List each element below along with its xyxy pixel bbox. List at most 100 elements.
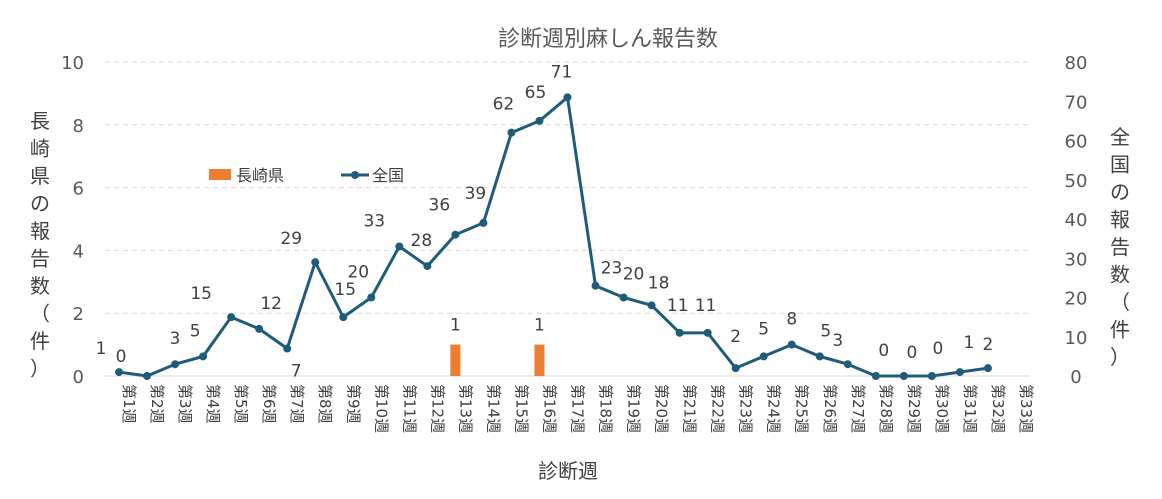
- right-axis-title-char: 全: [1110, 125, 1130, 149]
- line-point: [787, 340, 796, 349]
- line-data-label: 12: [260, 294, 282, 314]
- line-point: [283, 344, 292, 353]
- right-axis-title-char: 数: [1110, 263, 1130, 287]
- line-data-label: 29: [280, 229, 302, 249]
- bar-data-label: 1: [534, 316, 545, 336]
- line-point: [451, 230, 460, 239]
- line-point: [619, 293, 628, 302]
- left-axis-ticks: 0 2 4 6 8 10: [61, 53, 84, 388]
- right-axis-ticks: 0 10 20 30 40 50 60 70 80: [1065, 53, 1088, 388]
- line-point: [563, 93, 572, 102]
- x-axis-title: 診断週: [538, 459, 598, 483]
- bar: [534, 344, 545, 376]
- left-tick-label: 0: [73, 367, 84, 388]
- right-tick-label: 0: [1070, 367, 1081, 388]
- x-tick-label: 第24週: [765, 384, 783, 433]
- left-axis-title-char: 県: [30, 164, 50, 188]
- line-data-label: 0: [932, 339, 943, 359]
- line-point: [927, 372, 936, 380]
- line-point: [311, 258, 320, 267]
- legend-swatch-bar: [209, 169, 231, 180]
- line-data-label: 20: [347, 263, 369, 283]
- right-tick-label: 60: [1065, 132, 1088, 153]
- line-point: [115, 368, 124, 377]
- line-data-label: 65: [525, 83, 547, 103]
- x-tick-label: 第19週: [625, 384, 643, 433]
- left-axis-title-char: 告: [30, 247, 50, 271]
- right-tick-label: 10: [1065, 328, 1088, 349]
- x-tick-label: 第18週: [597, 384, 615, 433]
- line-data-label: 7: [291, 362, 302, 382]
- x-tick-label: 第9週: [344, 384, 362, 424]
- line-data-label: 3: [170, 329, 181, 349]
- x-tick-label: 第17週: [569, 384, 587, 433]
- line-point: [227, 313, 236, 322]
- right-tick-label: 80: [1065, 53, 1088, 74]
- x-tick-label: 第1週: [120, 384, 138, 424]
- line-data-label: 33: [363, 211, 385, 231]
- x-tick-label: 第30週: [933, 384, 951, 433]
- line-data-label: 18: [648, 273, 670, 293]
- right-tick-label: 70: [1065, 92, 1088, 113]
- line-data-label: 1: [964, 333, 975, 353]
- left-tick-label: 10: [61, 53, 84, 74]
- line-point: [955, 368, 964, 377]
- gridlines: [105, 61, 1030, 377]
- x-tick-label: 第28週: [877, 384, 895, 433]
- line-point: [199, 352, 208, 361]
- line-data-label: 0: [116, 347, 127, 367]
- x-tick-label: 第14週: [484, 384, 502, 433]
- left-axis-title-char: 崎: [30, 137, 50, 161]
- x-tick-label: 第16週: [540, 384, 558, 433]
- x-tick-label: 第10週: [372, 384, 390, 433]
- x-tick-label: 第12週: [428, 384, 446, 433]
- line-data-label: 0: [878, 341, 889, 361]
- left-axis-title-char: 報: [30, 219, 50, 243]
- x-tick-label: 第15週: [512, 384, 530, 433]
- x-tick-label: 第6週: [260, 384, 278, 424]
- bar: [450, 344, 461, 376]
- prefecture-bars: [450, 344, 545, 376]
- x-tick-label: 第27週: [849, 384, 867, 433]
- line-data-label: 1: [96, 339, 107, 359]
- right-axis-title-char: の: [1110, 180, 1130, 204]
- x-tick-label: 第7週: [288, 384, 306, 424]
- legend-label-national: 全国: [372, 166, 404, 185]
- left-tick-label: 8: [73, 116, 84, 137]
- x-tick-label: 第21週: [681, 384, 699, 433]
- line-point: [143, 372, 152, 380]
- series-line: [118, 95, 989, 378]
- line-point: [899, 372, 908, 380]
- line-point: [171, 360, 180, 369]
- line-data-label: 2: [730, 327, 741, 347]
- line-point: [843, 360, 852, 369]
- left-tick-label: 4: [73, 241, 84, 262]
- line-data-label: 62: [493, 95, 515, 115]
- x-tick-label: 第2週: [148, 384, 166, 424]
- x-tick-label: 第20週: [653, 384, 671, 433]
- right-axis-title-char: 報: [1110, 208, 1130, 232]
- line-point: [423, 262, 432, 271]
- left-tick-label: 6: [73, 179, 84, 200]
- line-data-label: 20: [623, 265, 645, 285]
- x-axis-ticks: 第1週 第2週 第3週 第4週 第5週 第6週 第7週 第8週 第9週 第10週 第11週 第12週第…: [120, 384, 1035, 433]
- line-data-label: 5: [758, 319, 769, 339]
- right-axis-title-char: ）: [1110, 345, 1130, 369]
- line-point: [255, 324, 264, 333]
- x-tick-label: 第22週: [709, 384, 727, 433]
- left-axis-title-char: の: [30, 192, 50, 216]
- line-point: [675, 328, 684, 337]
- left-axis-title-char: 数: [30, 274, 50, 298]
- line-data-label: 11: [667, 296, 689, 316]
- line-point: [731, 364, 740, 373]
- x-tick-label: 第26週: [821, 384, 839, 433]
- line-data-label: 8: [786, 310, 797, 330]
- line-point: [395, 242, 404, 251]
- line-data-label: 2: [983, 335, 994, 355]
- line-point: [647, 301, 656, 310]
- legend: 長崎県 全国: [209, 166, 404, 185]
- right-axis-title-char: 件: [1110, 318, 1130, 342]
- line-point: [983, 364, 992, 373]
